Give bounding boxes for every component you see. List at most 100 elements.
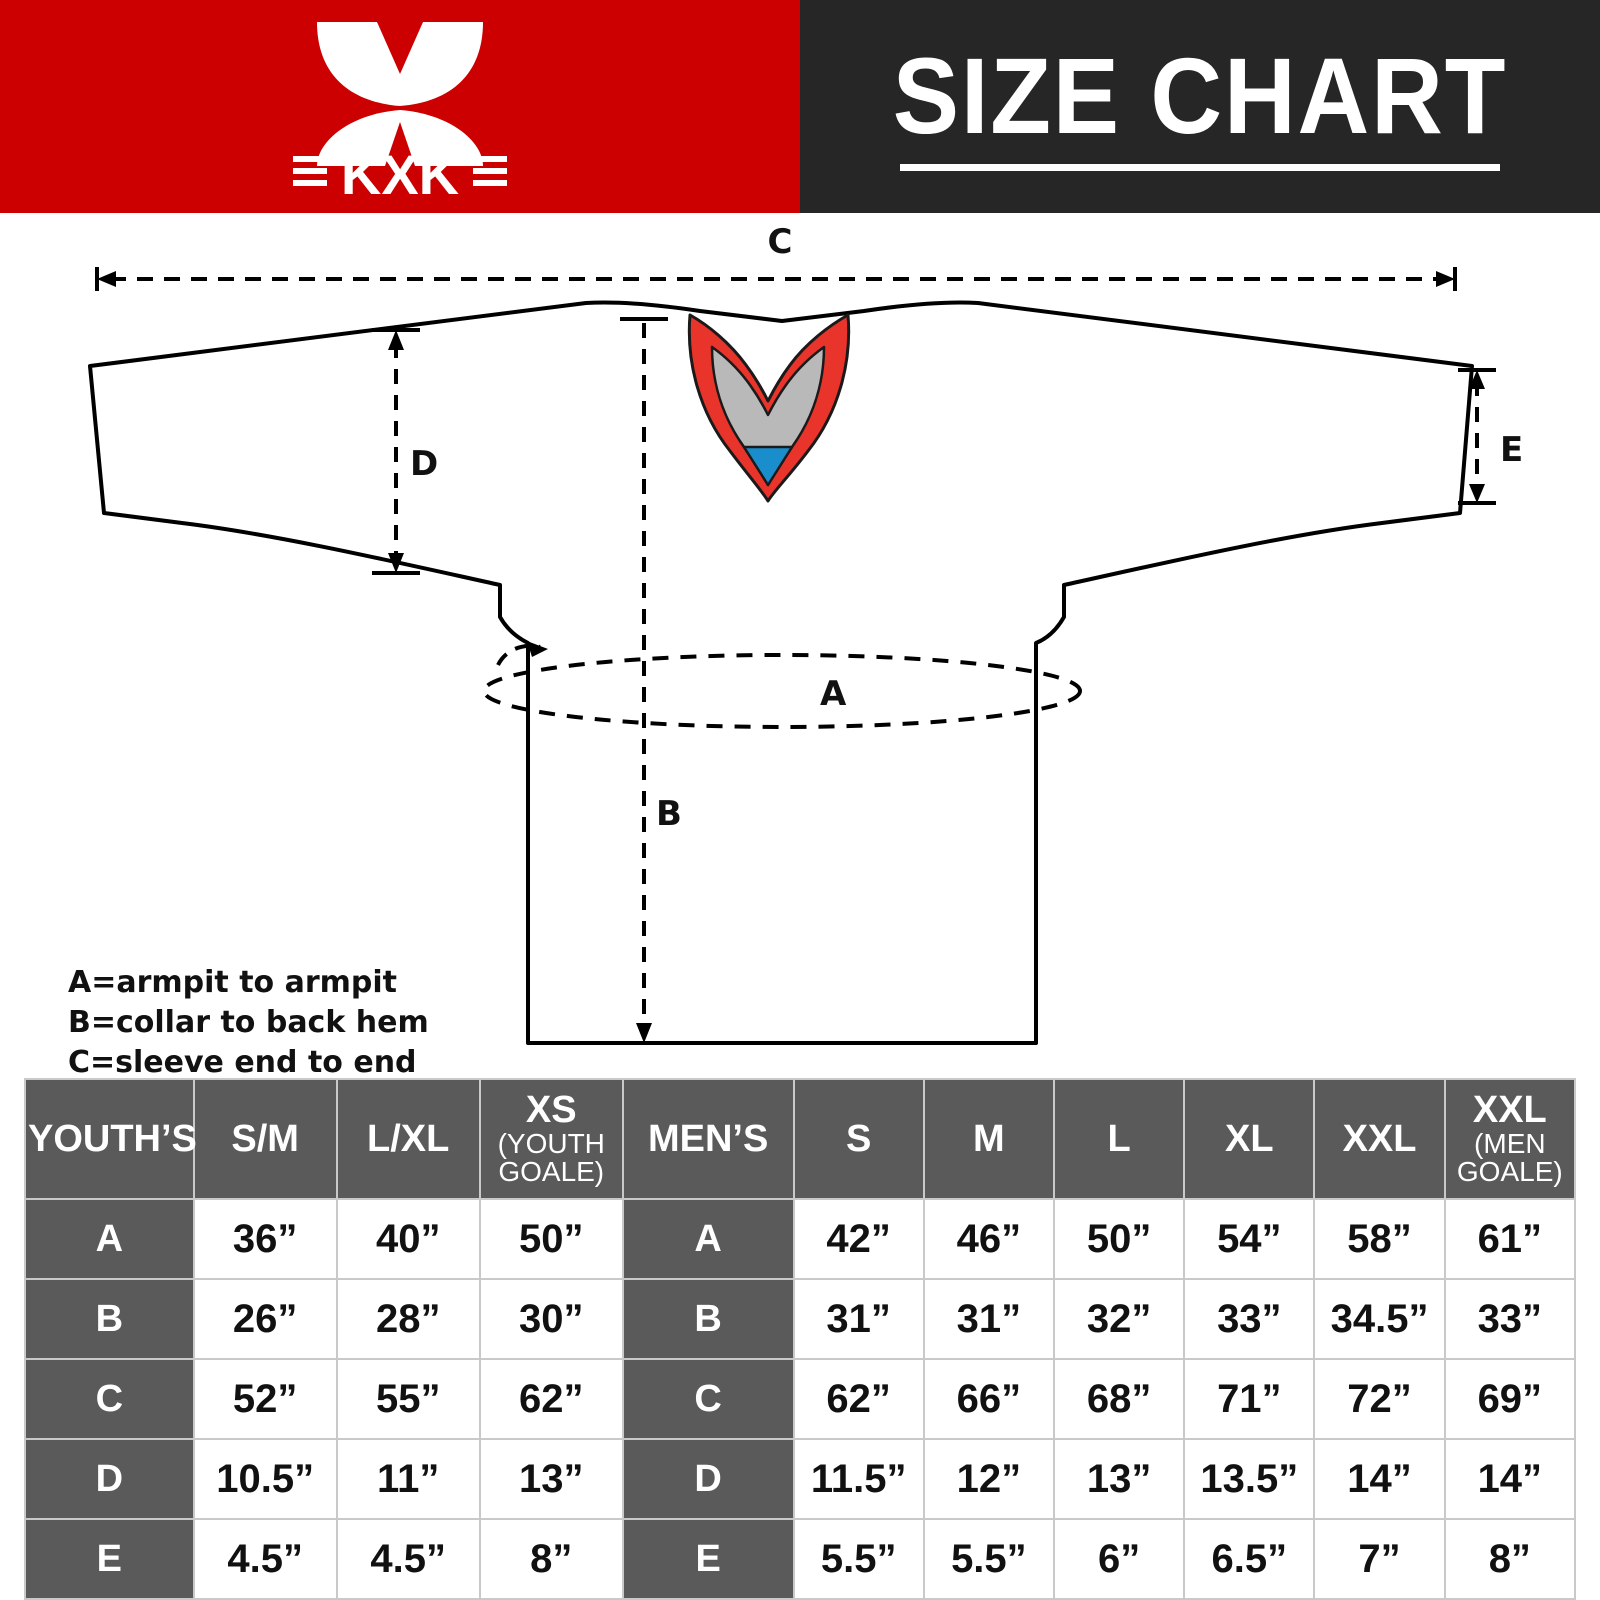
header-mens-xxl: XXL <box>1313 1078 1446 1200</box>
table-row: D 10.5” 11” 13” D 11.5” 12” 13” 13.5” 14… <box>24 1438 1577 1520</box>
measure-label-d: D <box>410 444 438 484</box>
table-row: B 26” 28” 30” B 31” 31” 32” 33” 34.5” 33… <box>24 1278 1577 1360</box>
size-table-container: YOUTH’S S/M L/XL XS (YOUTH GOALE) MEN’S … <box>24 1078 1577 1600</box>
cell-mens-b-l: 32” <box>1052 1278 1186 1360</box>
header-youth-xs-main: XS <box>525 1089 577 1132</box>
cell-mens-e-s: 5.5” <box>792 1518 925 1600</box>
cell-mens-a-xl: 54” <box>1183 1198 1316 1280</box>
cell-mens-e-l: 6” <box>1052 1518 1186 1600</box>
row-label-youth-b: B <box>24 1278 195 1360</box>
cell-mens-a-l: 50” <box>1052 1198 1186 1280</box>
kxk-logo-icon: KXK <box>265 14 535 206</box>
title-underline <box>900 164 1500 171</box>
table-row: A 36” 40” 50” A 42” 46” 50” 54” 58” 61” <box>24 1198 1577 1280</box>
cell-mens-a-s: 42” <box>792 1198 925 1280</box>
measure-e-arrow <box>1458 368 1496 505</box>
cell-youth-a-lxl: 40” <box>335 1198 481 1280</box>
cell-youth-b-lxl: 28” <box>335 1278 481 1360</box>
measure-label-e: E <box>1500 430 1523 470</box>
jersey-collar <box>687 313 851 503</box>
header-mens-goale: XXL (MEN GOALE) <box>1443 1078 1577 1200</box>
cell-mens-d-m: 12” <box>922 1438 1055 1520</box>
cell-mens-d-s: 11.5” <box>792 1438 925 1520</box>
cell-youth-b-sm: 26” <box>192 1278 338 1360</box>
header-youths: YOUTH’S <box>24 1078 197 1200</box>
header-mens-l: L <box>1052 1078 1186 1200</box>
cell-youth-c-lxl: 55” <box>335 1358 481 1440</box>
jersey-diagram: C D <box>0 213 1600 1073</box>
row-label-youth-d: D <box>24 1438 195 1520</box>
cell-mens-d-xxl: 14” <box>1313 1438 1446 1520</box>
cell-mens-d-l: 13” <box>1052 1438 1186 1520</box>
row-label-mens-a: A <box>621 1198 795 1280</box>
cell-mens-b-s: 31” <box>792 1278 925 1360</box>
header-youth-xs-sub: (YOUTH GOALE) <box>497 1127 605 1188</box>
cell-youth-a-xs: 50” <box>478 1198 624 1280</box>
header-mens-goale-sub: (MEN GOALE) <box>1456 1127 1563 1188</box>
row-label-mens-c: C <box>621 1358 795 1440</box>
legend-item-a: A=armpit to armpit <box>68 965 397 1000</box>
row-label-mens-e: E <box>621 1518 795 1600</box>
page-header: KXK SIZE CHART <box>0 0 1600 213</box>
cell-mens-c-xxl: 72” <box>1313 1358 1446 1440</box>
cell-mens-a-goale: 61” <box>1443 1198 1577 1280</box>
cell-youth-c-sm: 52” <box>192 1358 338 1440</box>
header-youth-sm: S/M <box>192 1078 338 1200</box>
cell-youth-d-xs: 13” <box>478 1438 624 1520</box>
collar-blue-accent <box>742 445 794 487</box>
cell-mens-a-xxl: 58” <box>1313 1198 1446 1280</box>
measure-label-b: B <box>656 794 682 834</box>
measure-c-arrow <box>95 267 1457 291</box>
brand-panel: KXK <box>0 0 800 213</box>
row-label-youth-e: E <box>24 1518 195 1600</box>
header-mens-m: M <box>922 1078 1055 1200</box>
cell-mens-e-xxl: 7” <box>1313 1518 1446 1600</box>
cell-mens-c-goale: 69” <box>1443 1358 1577 1440</box>
table-header-row: YOUTH’S S/M L/XL XS (YOUTH GOALE) MEN’S … <box>24 1078 1577 1200</box>
header-mens: MEN’S <box>621 1078 795 1200</box>
header-mens-goale-main: XXL <box>1472 1089 1547 1132</box>
cell-mens-b-m: 31” <box>922 1278 1055 1360</box>
measure-label-c: C <box>768 222 793 262</box>
row-label-youth-c: C <box>24 1358 195 1440</box>
cell-mens-e-goale: 8” <box>1443 1518 1577 1600</box>
cell-mens-e-xl: 6.5” <box>1183 1518 1316 1600</box>
cell-youth-a-sm: 36” <box>192 1198 338 1280</box>
cell-mens-c-m: 66” <box>922 1358 1055 1440</box>
measure-a-ellipse <box>482 641 1082 729</box>
cell-mens-d-goale: 14” <box>1443 1438 1577 1520</box>
cell-mens-c-xl: 71” <box>1183 1358 1316 1440</box>
header-mens-xl: XL <box>1183 1078 1316 1200</box>
cell-youth-d-sm: 10.5” <box>192 1438 338 1520</box>
legend-item-c: C=sleeve end to end <box>68 1044 417 1080</box>
cell-mens-e-m: 5.5” <box>922 1518 1055 1600</box>
measure-d-arrow <box>372 328 420 575</box>
table-row: C 52” 55” 62” C 62” 66” 68” 71” 72” 69” <box>24 1358 1577 1440</box>
cell-mens-b-xl: 33” <box>1183 1278 1316 1360</box>
page-title: SIZE CHART <box>892 35 1508 156</box>
legend-item-b: B=collar to back hem <box>68 1004 429 1040</box>
cell-mens-b-xxl: 34.5” <box>1313 1278 1446 1360</box>
jersey-outline <box>88 300 1474 1045</box>
title-panel: SIZE CHART <box>800 0 1600 213</box>
size-table: YOUTH’S S/M L/XL XS (YOUTH GOALE) MEN’S … <box>24 1078 1577 1600</box>
header-youth-xs: XS (YOUTH GOALE) <box>478 1078 624 1200</box>
row-label-mens-b: B <box>621 1278 795 1360</box>
cell-youth-d-lxl: 11” <box>335 1438 481 1520</box>
cell-mens-b-goale: 33” <box>1443 1278 1577 1360</box>
table-row: E 4.5” 4.5” 8” E 5.5” 5.5” 6” 6.5” 7” 8” <box>24 1518 1577 1600</box>
cell-youth-e-xs: 8” <box>478 1518 624 1600</box>
cell-mens-c-l: 68” <box>1052 1358 1186 1440</box>
cell-youth-c-xs: 62” <box>478 1358 624 1440</box>
cell-youth-e-sm: 4.5” <box>192 1518 338 1600</box>
header-mens-s: S <box>792 1078 925 1200</box>
kxk-wordmark: KXK <box>341 143 459 199</box>
cell-mens-d-xl: 13.5” <box>1183 1438 1316 1520</box>
row-label-mens-d: D <box>621 1438 795 1520</box>
measure-label-a: A <box>820 674 847 714</box>
cell-youth-b-xs: 30” <box>478 1278 624 1360</box>
measure-b-arrow <box>620 317 668 1045</box>
cell-youth-e-lxl: 4.5” <box>335 1518 481 1600</box>
cell-mens-a-m: 46” <box>922 1198 1055 1280</box>
